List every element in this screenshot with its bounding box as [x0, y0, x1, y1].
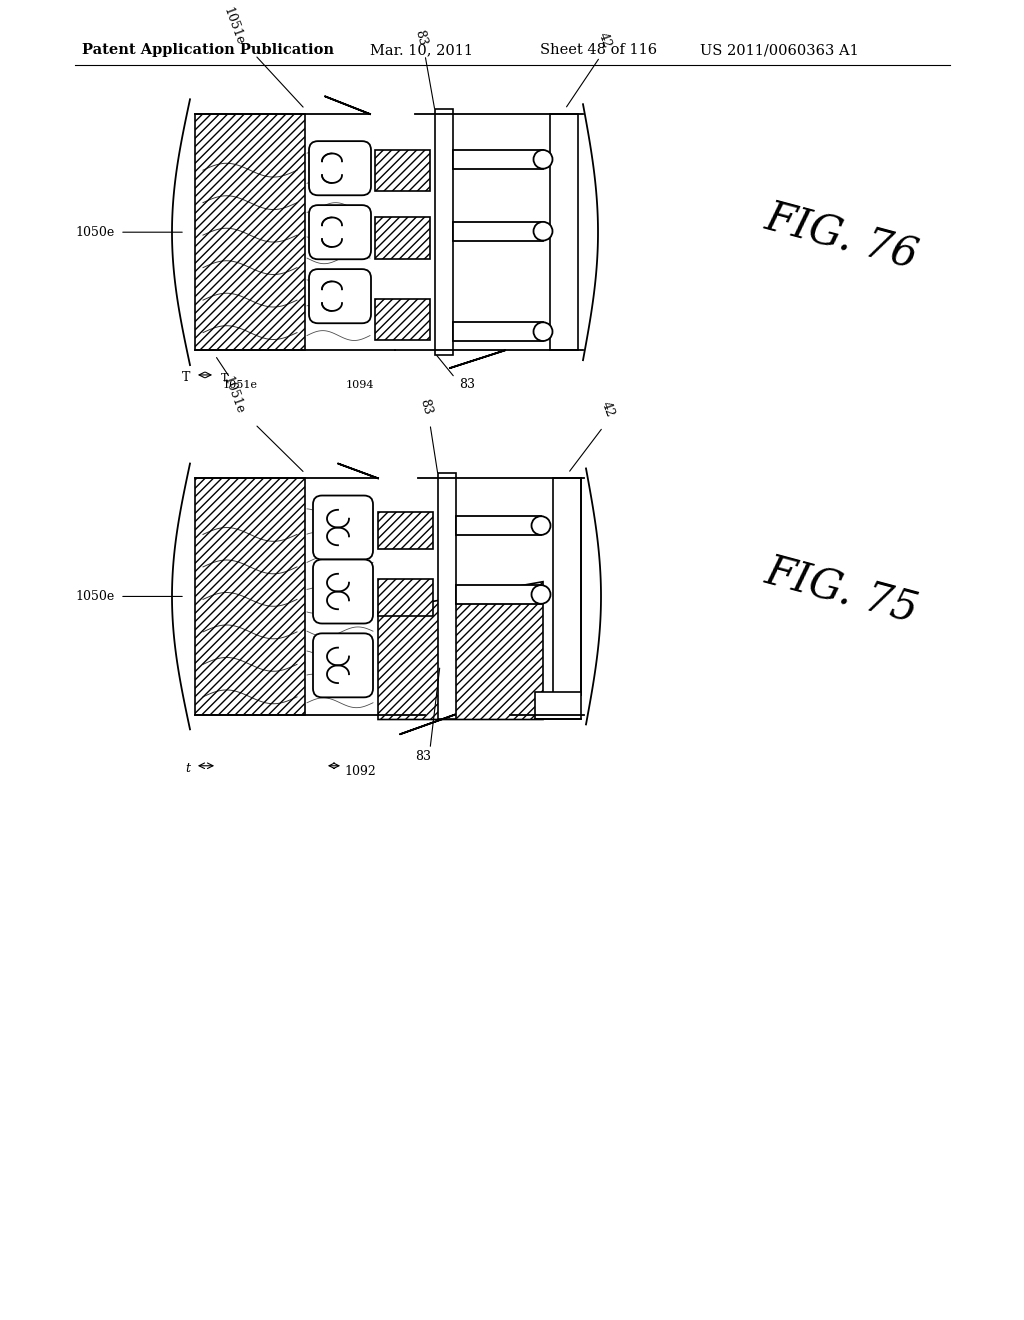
Circle shape: [534, 222, 553, 240]
FancyBboxPatch shape: [313, 495, 373, 560]
FancyBboxPatch shape: [309, 141, 371, 195]
Bar: [195, 478, 305, 714]
Bar: [553, 478, 581, 694]
Text: 83: 83: [415, 750, 431, 763]
Bar: [535, 692, 581, 719]
Bar: [378, 578, 433, 616]
Bar: [375, 300, 430, 341]
Polygon shape: [378, 582, 543, 719]
Bar: [456, 516, 541, 535]
Bar: [195, 114, 305, 350]
Circle shape: [531, 516, 551, 535]
Bar: [375, 218, 430, 259]
Bar: [453, 150, 543, 169]
Text: 1050e: 1050e: [76, 226, 115, 239]
Text: 42: 42: [599, 400, 616, 420]
Bar: [550, 114, 578, 350]
Text: t: t: [185, 762, 190, 775]
Bar: [435, 110, 453, 355]
Bar: [453, 322, 543, 341]
FancyBboxPatch shape: [313, 560, 373, 623]
Text: 1051e: 1051e: [220, 375, 246, 416]
Text: Patent Application Publication: Patent Application Publication: [82, 44, 334, 57]
Text: T: T: [221, 372, 228, 383]
FancyBboxPatch shape: [313, 634, 373, 697]
Text: 1092: 1092: [344, 766, 376, 779]
FancyBboxPatch shape: [309, 205, 371, 259]
Text: 83: 83: [413, 28, 429, 48]
Bar: [378, 512, 433, 549]
Text: 83: 83: [418, 397, 434, 416]
FancyBboxPatch shape: [309, 269, 371, 323]
Circle shape: [531, 585, 551, 603]
Circle shape: [534, 150, 553, 169]
Circle shape: [534, 322, 553, 341]
Bar: [456, 585, 541, 603]
Text: T: T: [181, 371, 190, 384]
Text: 1094: 1094: [346, 380, 374, 389]
Text: FIG. 76: FIG. 76: [760, 197, 923, 277]
Text: 1051e: 1051e: [220, 5, 246, 48]
Bar: [375, 149, 430, 191]
Text: 42: 42: [596, 30, 613, 50]
Text: Mar. 10, 2011: Mar. 10, 2011: [370, 44, 473, 57]
Text: Sheet 48 of 116: Sheet 48 of 116: [540, 44, 657, 57]
Text: 83: 83: [459, 379, 475, 391]
Text: 1051e: 1051e: [222, 380, 257, 389]
Text: FIG. 75: FIG. 75: [760, 550, 923, 632]
Bar: [453, 222, 543, 240]
Text: 1050e: 1050e: [76, 590, 115, 603]
Text: US 2011/0060363 A1: US 2011/0060363 A1: [700, 44, 859, 57]
Bar: [438, 474, 456, 719]
